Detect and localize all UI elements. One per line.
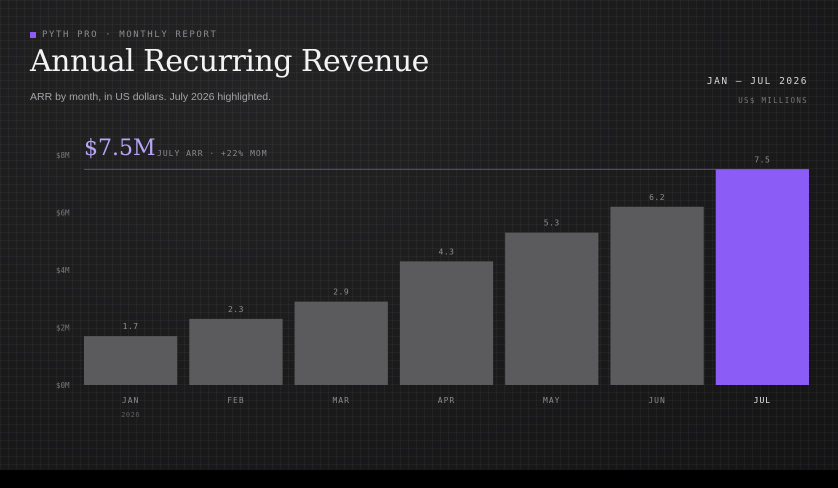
x-tick-sublabel: 2026	[121, 411, 140, 419]
bar	[294, 301, 388, 385]
bottom-bar	[0, 470, 838, 488]
chart-subtitle: ARR by month, in US dollars. July 2026 h…	[30, 91, 272, 103]
x-axis: JAN 2026 FEB MAR APR MAY JUN JUL	[121, 396, 771, 419]
report-eyebrow: PYTH PRO · MONTHLY REPORT	[30, 30, 217, 40]
kpi-value: $7.5M	[84, 136, 156, 161]
y-tick-label: $2M	[56, 324, 70, 333]
y-tick-label: $4M	[56, 266, 70, 275]
brand-square-icon	[30, 32, 36, 38]
units-label: US$ MILLIONS	[738, 96, 808, 105]
chart-title: Annual Recurring Revenue	[30, 44, 429, 79]
y-axis: $0M $2M $4M $6M $8M	[56, 151, 70, 390]
bar-highlighted	[715, 169, 809, 385]
report-slide: PYTH PRO · MONTHLY REPORT Annual Recurri…	[0, 0, 838, 470]
data-label: 2.9	[333, 288, 349, 297]
x-tick-label: APR	[438, 396, 455, 405]
y-tick-label: $8M	[56, 151, 70, 160]
x-tick-label: MAR	[332, 396, 349, 405]
y-tick-label: $0M	[56, 381, 70, 390]
eyebrow-text: PYTH PRO · MONTHLY REPORT	[42, 30, 218, 40]
bar	[399, 261, 494, 385]
bar	[610, 206, 704, 385]
data-label: 7.5	[754, 155, 770, 164]
data-label: 4.3	[439, 247, 455, 256]
bar	[84, 336, 178, 385]
kpi-caption: JULY ARR · +22% MOM	[157, 149, 268, 158]
x-tick-label: MAY	[543, 396, 560, 405]
y-tick-label: $6M	[56, 209, 70, 218]
data-label: 1.7	[123, 322, 139, 331]
bar	[505, 232, 599, 385]
date-range: JAN – JUL 2026	[706, 76, 808, 87]
x-tick-label: JUN	[648, 396, 665, 405]
value-labels: 1.7 2.3 2.9 4.3 5.3 6.2 7.5	[123, 155, 770, 331]
x-tick-label: FEB	[227, 396, 244, 405]
x-tick-label: JAN	[122, 396, 139, 405]
date-range-block: JAN – JUL 2026 US$ MILLIONS	[707, 76, 808, 105]
data-label: 6.2	[649, 193, 665, 202]
bars	[84, 169, 809, 385]
data-label: 2.3	[228, 305, 244, 314]
bar-chart: $0M $2M $4M $6M $8M 1.7 2.3 2.9 4.3 5.3 6.2 7.5 JA…	[56, 151, 809, 419]
x-tick-label: JUL	[754, 396, 771, 405]
data-label: 5.3	[544, 219, 560, 228]
bar	[189, 318, 283, 385]
